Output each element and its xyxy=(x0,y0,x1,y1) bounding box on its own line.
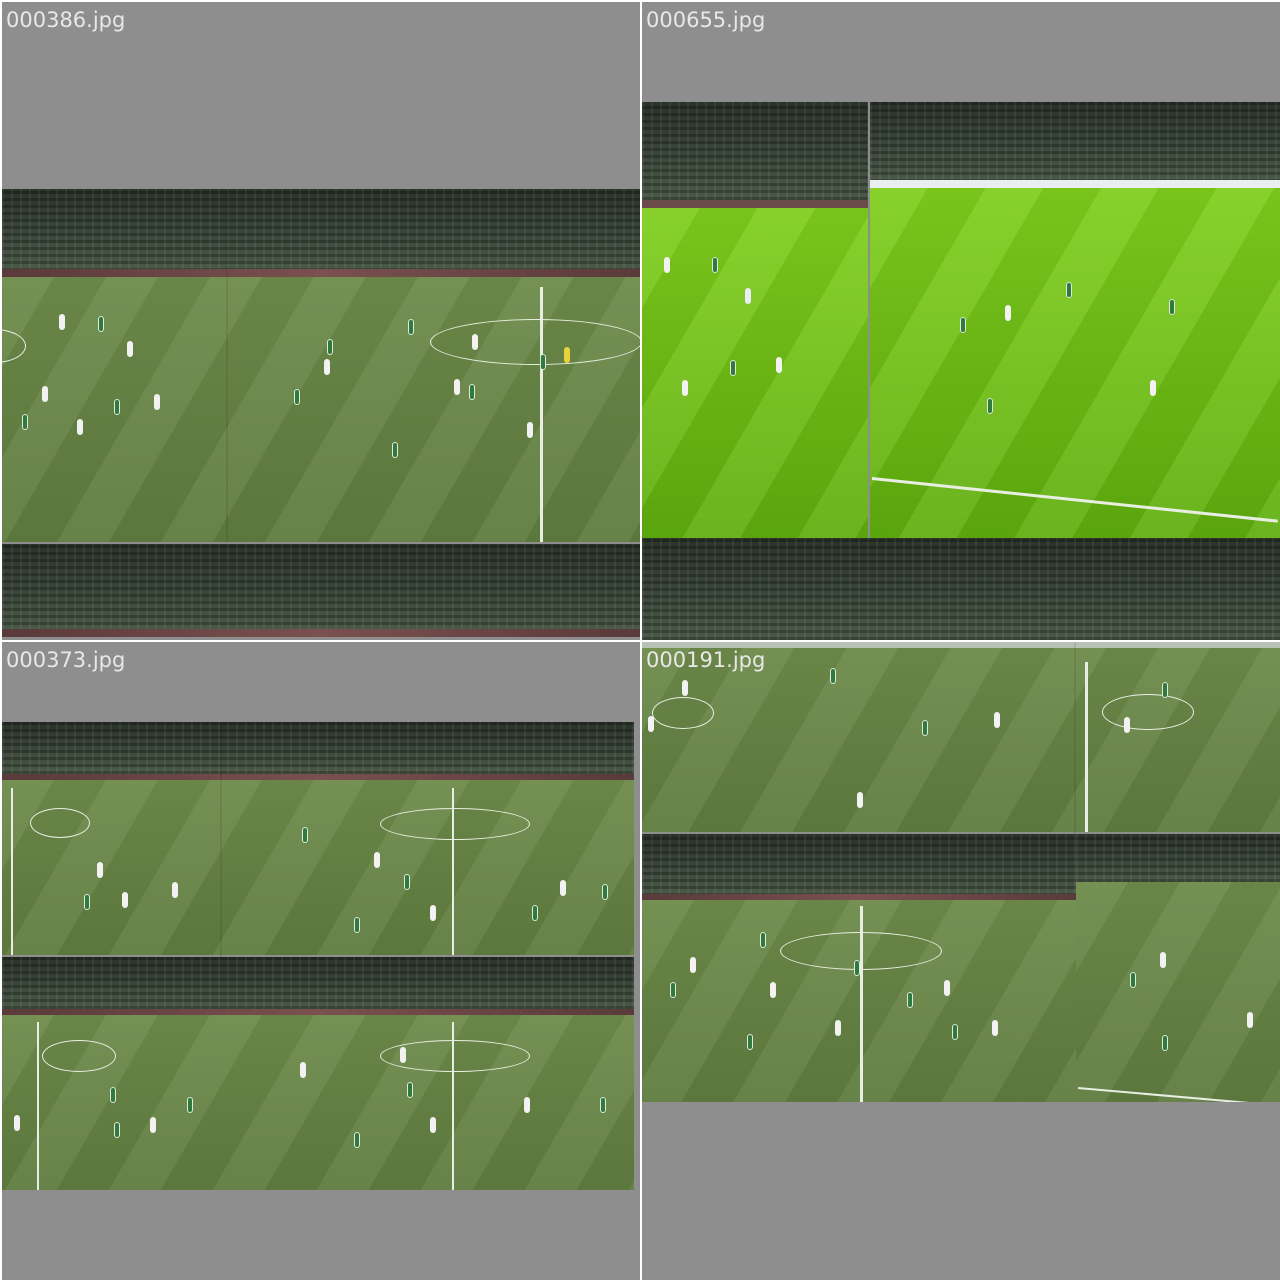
augmented-image-mosaic xyxy=(642,642,1280,1102)
image-tile-3[interactable]: 000373.jpg xyxy=(2,642,640,1280)
image-tile-4[interactable]: 000191.jpg xyxy=(642,642,1280,1280)
tile-filename-label: 000655.jpg xyxy=(646,8,766,32)
tile-filename-label: 000191.jpg xyxy=(646,648,766,672)
augmented-image-mosaic xyxy=(2,189,640,639)
augmented-image-mosaic xyxy=(2,722,634,1190)
image-tile-2[interactable]: 000655.jpg xyxy=(642,2,1280,640)
augmented-image-mosaic xyxy=(642,102,1280,640)
tile-filename-label: 000386.jpg xyxy=(6,8,126,32)
tile-filename-label: 000373.jpg xyxy=(6,648,126,672)
image-tile-1[interactable]: 000386.jpg xyxy=(2,2,640,640)
